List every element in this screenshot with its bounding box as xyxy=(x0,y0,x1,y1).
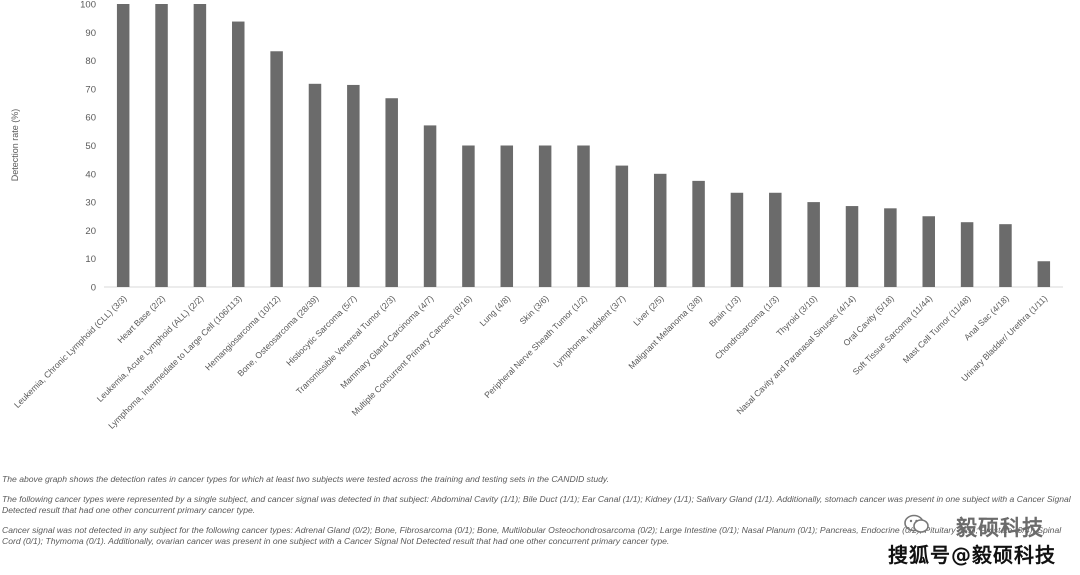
bar xyxy=(538,145,552,287)
bar xyxy=(116,4,130,287)
x-category-label: Malignant Melanoma (3/8) xyxy=(626,293,704,371)
x-category-label: Lung (4/8) xyxy=(477,293,512,328)
bar xyxy=(960,222,974,287)
wechat-logo-icon xyxy=(904,514,929,533)
bar xyxy=(232,21,245,288)
y-tick-label: 80 xyxy=(85,56,96,67)
y-tick-label: 0 xyxy=(91,283,96,294)
x-category-label: Histiocytic Sarcoma (5/7) xyxy=(284,293,359,368)
y-tick-label: 10 xyxy=(85,254,96,265)
bars xyxy=(116,4,1051,288)
x-category-label: Brain (1/3) xyxy=(707,293,743,329)
bar xyxy=(577,145,590,287)
bar xyxy=(653,173,667,287)
x-category-label: Liver (2/5) xyxy=(631,293,666,328)
y-tick-label: 50 xyxy=(85,141,96,152)
watermark-brand: 毅硕科技 xyxy=(956,516,1044,540)
x-category-label: Soft Tissue Sarcoma (11/44) xyxy=(851,293,935,377)
bar xyxy=(270,51,283,287)
bar xyxy=(730,192,744,287)
bar xyxy=(308,83,322,287)
x-category-label: Hemangiosarcoma (10/12) xyxy=(203,293,282,372)
y-tick-label: 90 xyxy=(85,28,96,39)
bar xyxy=(692,180,705,287)
bar xyxy=(462,145,475,287)
bar xyxy=(884,208,897,287)
x-category-label: Lymphoma, Indolent (3/7) xyxy=(551,293,627,369)
x-category-label: Chondrosarcoma (1/3) xyxy=(713,293,781,361)
x-axis-labels: Leukemia, Chronic Lymphoid (CLL) (3/3)He… xyxy=(12,293,1049,431)
bar xyxy=(615,165,629,287)
bar xyxy=(999,224,1012,287)
bar xyxy=(155,4,168,287)
chart-notes: The above graph shows the detection rate… xyxy=(2,474,1078,556)
bar xyxy=(347,84,360,287)
note-single-subject-detected: The following cancer types were represen… xyxy=(2,494,1071,515)
bar xyxy=(193,4,207,287)
bar xyxy=(423,125,437,287)
x-category-label: Lymphoma, Intermediate to Large Cell (10… xyxy=(106,293,244,431)
bar xyxy=(385,98,398,287)
x-category-label: Bone, Osteosarcoma (28/39) xyxy=(235,293,320,378)
bar xyxy=(500,145,514,287)
y-tick-label: 100 xyxy=(80,0,96,11)
x-category-label: Skin (3/6) xyxy=(517,293,550,326)
y-axis-title: Detection rate (%) xyxy=(10,109,20,182)
bar xyxy=(922,216,935,287)
watermark-source: 搜狐号@毅硕科技 xyxy=(888,543,1056,567)
y-tick-label: 70 xyxy=(85,84,96,95)
bar xyxy=(1037,261,1051,287)
x-category-label: Mast Cell Tumor (11/48) xyxy=(901,293,973,365)
bar xyxy=(769,192,782,287)
bar xyxy=(845,206,859,287)
y-tick-label: 40 xyxy=(85,169,96,180)
y-tick-label: 20 xyxy=(85,226,96,237)
y-tick-label: 60 xyxy=(85,113,96,124)
y-axis: 0 10 20 30 40 50 60 70 80 90 100 xyxy=(80,0,1063,294)
note-not-detected: Cancer signal was not detected in any su… xyxy=(2,525,1062,546)
bar-chart: 0 10 20 30 40 50 60 70 80 90 100 Leukemia, Chronic… xyxy=(10,0,1063,431)
bar xyxy=(807,202,820,287)
y-tick-label: 30 xyxy=(85,198,96,209)
note-tested-types: The above graph shows the detection rate… xyxy=(2,474,609,484)
